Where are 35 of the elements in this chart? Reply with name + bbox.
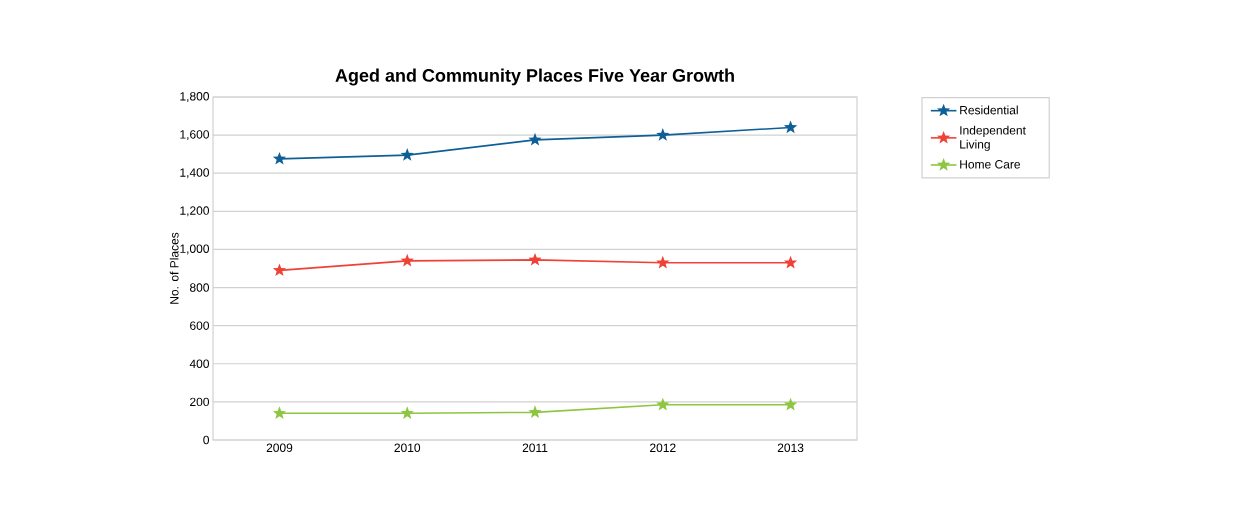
- point: [783, 397, 798, 411]
- y-tick-label: 600: [190, 321, 210, 330]
- point: [400, 148, 414, 161]
- x-tick-label: 2011: [522, 443, 548, 453]
- point: [400, 406, 414, 419]
- y-tick-label: 400: [189, 359, 210, 368]
- point: [272, 406, 287, 419]
- legend-label: Home Care: [960, 160, 1021, 169]
- legend-label: Independent Living: [960, 125, 1026, 151]
- y-tick-label: 200: [190, 397, 210, 407]
- point: [400, 253, 414, 267]
- y-tick-label: 800: [189, 283, 210, 292]
- y-tick-label: 0: [203, 435, 210, 445]
- point: [656, 255, 670, 269]
- point: [528, 405, 542, 419]
- point: [528, 132, 542, 146]
- y-tick-label: 1,600: [180, 130, 210, 141]
- point: [656, 397, 670, 411]
- point: [272, 263, 287, 277]
- legend-label: Residential: [960, 105, 1018, 115]
- x-tick-label: 2009: [266, 443, 293, 453]
- point: [272, 151, 287, 165]
- x-tick-label: 2012: [650, 443, 676, 453]
- chart-title: Aged and Community Places Five Year Growth: [335, 68, 734, 86]
- point: [656, 128, 670, 141]
- y-tick-label: 1,000: [180, 244, 210, 255]
- y-tick-label: 1,400: [180, 168, 210, 179]
- point: [783, 255, 798, 269]
- x-tick-label: 2010: [394, 443, 421, 453]
- x-tick-label: 2013: [777, 443, 804, 453]
- y-axis-title: No. of Places: [169, 232, 179, 304]
- y-tick-label: 1,800: [180, 92, 210, 102]
- y-tick-label: 1,200: [180, 206, 210, 217]
- point: [528, 252, 542, 266]
- point: [783, 120, 798, 134]
